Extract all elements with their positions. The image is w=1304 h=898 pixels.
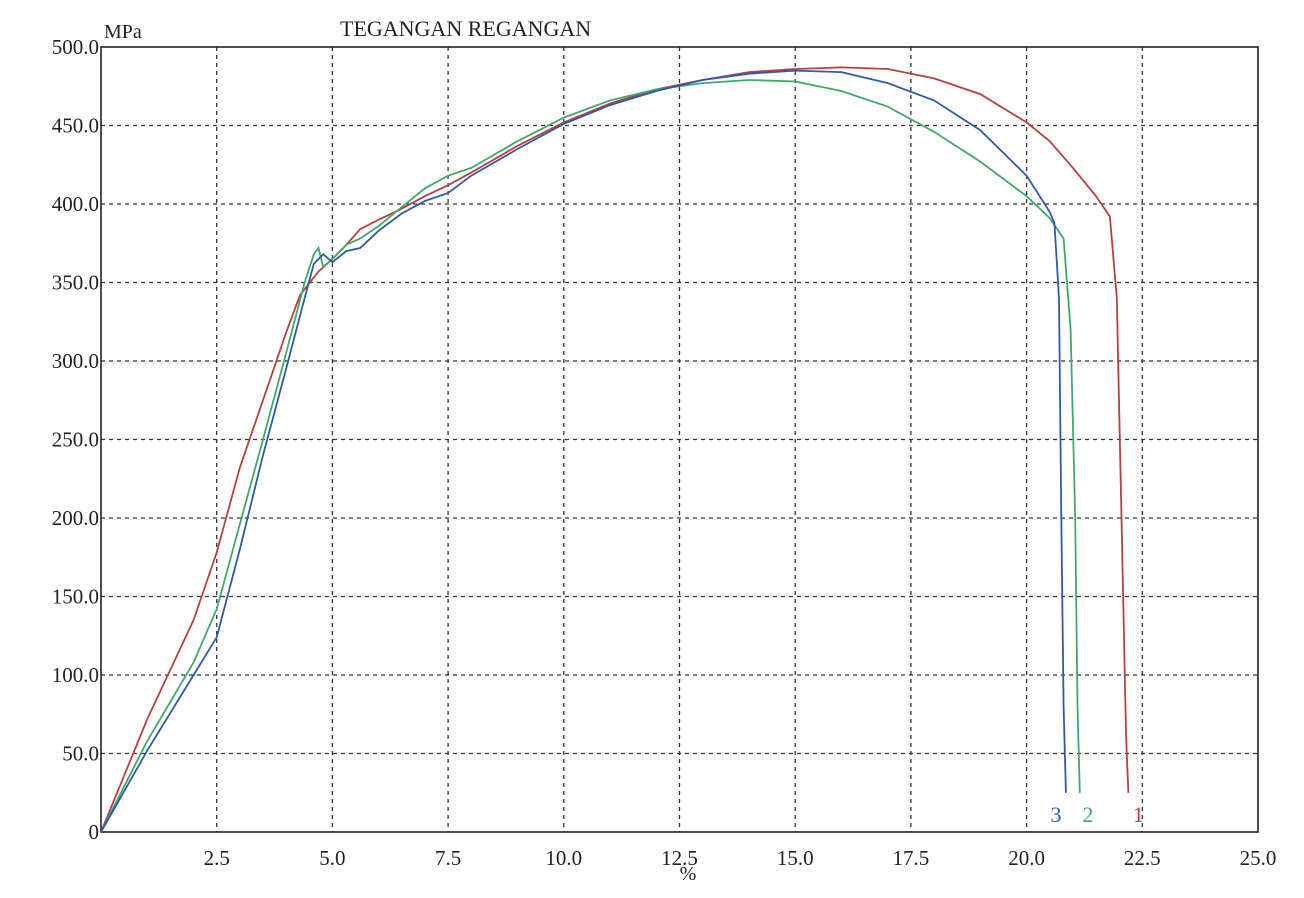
tick-label-layer: 2.5 5.0 7.5 10.0 12.5 15.0 17.5 20.0 22.5 25.0 0 50… [52, 35, 1277, 870]
grid-layer [101, 47, 1258, 832]
y-tick-label: 400.0 [52, 192, 99, 216]
x-tick-label: 2.5 [204, 846, 230, 870]
y-tick-label: 150.0 [52, 585, 99, 609]
plot-area-frame [100, 46, 1259, 833]
x-tick-label: 25.0 [1240, 846, 1277, 870]
x-axis-unit-label: % [680, 863, 697, 885]
y-tick-label: 0 [89, 820, 100, 844]
series-line-3 [100, 69, 1067, 833]
y-tick-label: 500.0 [52, 35, 99, 59]
chart-title: TEGANGAN REGANGAN [340, 16, 591, 41]
x-tick-label: 7.5 [435, 846, 461, 870]
series-label-1: 1 [1133, 802, 1144, 827]
y-tick-label: 50.0 [62, 742, 99, 766]
y-tick-label: 200.0 [52, 506, 99, 530]
x-tick-label: 12.5 [661, 846, 698, 870]
series-layer: 1 23 [100, 66, 1144, 833]
x-tick-label: 5.0 [319, 846, 345, 870]
x-tick-label: 20.0 [1008, 846, 1045, 870]
y-axis-unit-label: MPa [104, 21, 142, 43]
x-tick-label: 22.5 [1124, 846, 1161, 870]
y-tick-label: 450.0 [52, 114, 99, 138]
series-line-1 [100, 66, 1130, 833]
series-label-2: 2 [1082, 802, 1093, 827]
x-tick-label: 17.5 [893, 846, 930, 870]
series-line-2 [100, 79, 1081, 833]
y-tick-label: 300.0 [52, 349, 99, 373]
x-tick-label: 10.0 [545, 846, 582, 870]
y-tick-label: 350.0 [52, 271, 99, 295]
y-tick-label: 250.0 [52, 428, 99, 452]
y-tick-label: 100.0 [52, 663, 99, 687]
x-tick-label: 15.0 [777, 846, 814, 870]
series-label-3: 3 [1050, 802, 1061, 827]
